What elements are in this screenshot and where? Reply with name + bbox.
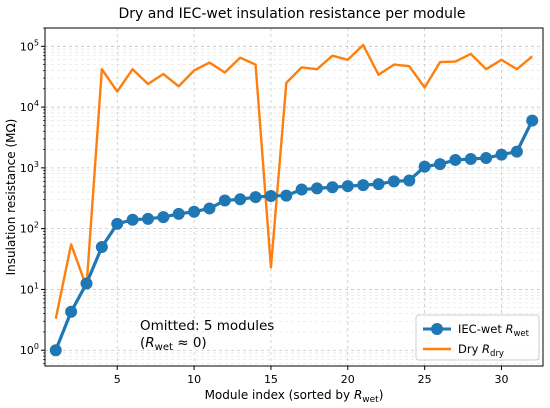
data-point-wet <box>449 153 462 166</box>
data-point-wet <box>495 148 508 161</box>
x-tick-label: 25 <box>418 373 432 386</box>
data-point-wet <box>141 212 154 225</box>
data-point-wet <box>126 213 139 226</box>
data-point-wet <box>480 152 493 165</box>
data-point-wet <box>264 189 277 202</box>
y-tick-label: 103 <box>20 160 39 175</box>
y-tick-label: 105 <box>20 38 39 53</box>
data-point-wet <box>372 178 385 191</box>
x-tick-label: 30 <box>495 373 509 386</box>
data-point-wet <box>95 240 108 253</box>
data-point-wet <box>280 189 293 202</box>
x-tick-label: 5 <box>114 373 121 386</box>
data-point-wet <box>234 193 247 206</box>
data-point-wet <box>49 344 62 357</box>
data-point-wet <box>418 160 431 173</box>
series-dry-line <box>54 43 534 319</box>
data-point-wet <box>295 183 308 196</box>
data-point-wet <box>357 179 370 192</box>
y-axis-label: Insulation resistance (MΩ) <box>4 119 18 276</box>
x-tick-label: 20 <box>341 373 355 386</box>
data-point-wet <box>80 277 93 290</box>
data-point-wet <box>188 205 201 218</box>
data-point-wet <box>464 152 477 165</box>
chart-title: Dry and IEC-wet insulation resistance pe… <box>119 6 466 22</box>
data-point-wet <box>526 114 539 127</box>
data-point-wet <box>326 181 339 194</box>
y-tick-label: 102 <box>20 221 39 236</box>
annotation-line-2: (Rwet ≈ 0) <box>140 335 207 353</box>
data-point-wet <box>218 194 231 207</box>
data-point-wet <box>403 174 416 187</box>
y-axis: 100 101 102 103 104 105 <box>20 27 45 365</box>
legend-wet-label: IEC-wet Rwet <box>458 322 530 339</box>
data-point-wet <box>249 191 262 204</box>
data-point-wet <box>387 175 400 188</box>
omitted-annotation: Omitted: 5 modules (Rwet ≈ 0) <box>140 318 274 353</box>
series-dry <box>54 43 534 319</box>
y-tick-label: 100 <box>20 342 39 357</box>
legend: IEC-wet Rwet Dry Rdry <box>415 314 540 361</box>
data-point-wet <box>203 202 216 215</box>
series-wet <box>49 114 539 357</box>
y-tick-label: 101 <box>20 281 39 296</box>
data-point-wet <box>341 180 354 193</box>
x-tick-label: 10 <box>187 373 201 386</box>
data-point-wet <box>311 182 324 195</box>
data-point-wet <box>510 145 523 158</box>
x-tick-label: 15 <box>264 373 278 386</box>
data-point-wet <box>157 211 170 224</box>
y-tick-label: 104 <box>20 99 39 114</box>
x-axis: 5 10 15 20 25 30 <box>114 366 509 386</box>
annotation-line-1: Omitted: 5 modules <box>140 318 274 334</box>
plot-frame <box>44 27 544 367</box>
data-point-wet <box>172 207 185 220</box>
x-axis-label: Module index (sorted by Rwet) <box>205 388 384 405</box>
data-point-wet <box>111 217 124 230</box>
data-point-wet <box>65 305 78 318</box>
data-point-wet <box>434 158 447 171</box>
legend-wet-marker <box>431 323 443 335</box>
